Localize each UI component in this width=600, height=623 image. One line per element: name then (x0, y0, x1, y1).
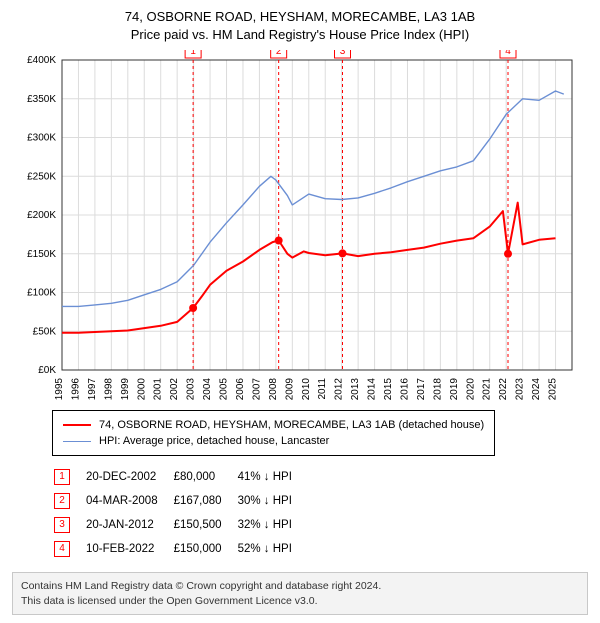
table-row: 4 10-FEB-2022£150,00052% ↓ HPI (54, 538, 306, 560)
event-date: 04-MAR-2008 (86, 490, 172, 512)
event-price: £150,000 (174, 538, 236, 560)
event-marker: 2 (54, 493, 70, 509)
event-delta: 41% ↓ HPI (238, 466, 306, 488)
svg-text:2017: 2017 (416, 378, 427, 400)
svg-text:£150K: £150K (27, 249, 56, 260)
svg-text:2013: 2013 (350, 378, 361, 400)
svg-text:2015: 2015 (383, 378, 394, 400)
legend-label: HPI: Average price, detached house, Lanc… (99, 435, 329, 447)
legend-row: 74, OSBORNE ROAD, HEYSHAM, MORECAMBE, LA… (63, 417, 484, 433)
event-price: £80,000 (174, 466, 236, 488)
svg-text:2004: 2004 (202, 378, 213, 400)
svg-text:4: 4 (505, 50, 511, 57)
title-block: 74, OSBORNE ROAD, HEYSHAM, MORECAMBE, LA… (12, 8, 588, 44)
svg-text:2024: 2024 (531, 378, 542, 400)
event-delta: 32% ↓ HPI (238, 514, 306, 536)
chart: £0K £50K £100K £150K £200K £250K £300K £350K £40… (12, 50, 588, 400)
svg-text:2007: 2007 (251, 378, 262, 400)
table-row: 1 20-DEC-2002£80,00041% ↓ HPI (54, 466, 306, 488)
table-row: 3 20-JAN-2012£150,50032% ↓ HPI (54, 514, 306, 536)
svg-text:2023: 2023 (515, 378, 526, 400)
svg-text:2010: 2010 (301, 378, 312, 400)
events-table: 1 20-DEC-2002£80,00041% ↓ HPI 2 04-MAR-2008… (52, 464, 308, 562)
footer-line-2: This data is licensed under the Open Gov… (21, 594, 579, 608)
svg-text:2011: 2011 (317, 378, 328, 400)
svg-text:3: 3 (340, 50, 346, 57)
event-marker: 3 (54, 517, 70, 533)
legend-swatch (63, 441, 91, 442)
event-marker-cell: 3 (54, 514, 84, 536)
svg-text:2003: 2003 (186, 378, 197, 400)
svg-text:£200K: £200K (27, 210, 56, 221)
event-marker-cell: 1 (54, 466, 84, 488)
legend-swatch (63, 424, 91, 426)
svg-text:2020: 2020 (465, 378, 476, 400)
svg-text:1997: 1997 (87, 378, 98, 400)
legend-label: 74, OSBORNE ROAD, HEYSHAM, MORECAMBE, LA… (99, 419, 484, 431)
event-delta: 52% ↓ HPI (238, 538, 306, 560)
svg-text:1996: 1996 (70, 378, 81, 400)
svg-text:2025: 2025 (548, 378, 559, 400)
event-delta: 30% ↓ HPI (238, 490, 306, 512)
svg-text:2009: 2009 (284, 378, 295, 400)
event-date: 20-JAN-2012 (86, 514, 172, 536)
svg-text:2006: 2006 (235, 378, 246, 400)
svg-text:1: 1 (190, 50, 196, 57)
legend: 74, OSBORNE ROAD, HEYSHAM, MORECAMBE, LA… (52, 410, 495, 456)
svg-text:£300K: £300K (27, 133, 56, 144)
legend-row: HPI: Average price, detached house, Lanc… (63, 433, 484, 449)
svg-text:2019: 2019 (449, 378, 460, 400)
event-price: £167,080 (174, 490, 236, 512)
svg-text:£400K: £400K (27, 55, 56, 66)
event-price: £150,500 (174, 514, 236, 536)
event-marker: 1 (54, 469, 70, 485)
svg-text:2021: 2021 (482, 378, 493, 400)
svg-text:2022: 2022 (498, 378, 509, 400)
svg-text:£50K: £50K (33, 327, 57, 338)
title-line-1: 74, OSBORNE ROAD, HEYSHAM, MORECAMBE, LA… (12, 8, 588, 26)
svg-text:2016: 2016 (399, 378, 410, 400)
svg-text:1999: 1999 (120, 378, 131, 400)
footer-line-1: Contains HM Land Registry data © Crown c… (21, 579, 579, 593)
svg-text:2018: 2018 (432, 378, 443, 400)
chart-svg: £0K £50K £100K £150K £200K £250K £300K £350K £40… (12, 50, 588, 400)
footer-note: Contains HM Land Registry data © Crown c… (12, 572, 588, 614)
svg-text:2008: 2008 (268, 378, 279, 400)
event-marker-cell: 2 (54, 490, 84, 512)
svg-text:2000: 2000 (136, 378, 147, 400)
svg-text:£100K: £100K (27, 288, 56, 299)
svg-text:2: 2 (276, 50, 282, 57)
svg-text:2014: 2014 (367, 378, 378, 400)
chart-container: 74, OSBORNE ROAD, HEYSHAM, MORECAMBE, LA… (0, 0, 600, 623)
svg-text:£0K: £0K (38, 365, 56, 376)
table-row: 2 04-MAR-2008£167,08030% ↓ HPI (54, 490, 306, 512)
svg-text:1995: 1995 (54, 378, 65, 400)
event-marker-cell: 4 (54, 538, 84, 560)
svg-text:2005: 2005 (219, 378, 230, 400)
svg-text:£250K: £250K (27, 172, 56, 183)
event-marker: 4 (54, 541, 70, 557)
event-date: 20-DEC-2002 (86, 466, 172, 488)
svg-text:£350K: £350K (27, 94, 56, 105)
svg-text:1998: 1998 (103, 378, 114, 400)
svg-text:2012: 2012 (334, 378, 345, 400)
svg-text:2001: 2001 (153, 378, 164, 400)
svg-text:2002: 2002 (169, 378, 180, 400)
title-line-2: Price paid vs. HM Land Registry's House … (12, 26, 588, 44)
event-date: 10-FEB-2022 (86, 538, 172, 560)
